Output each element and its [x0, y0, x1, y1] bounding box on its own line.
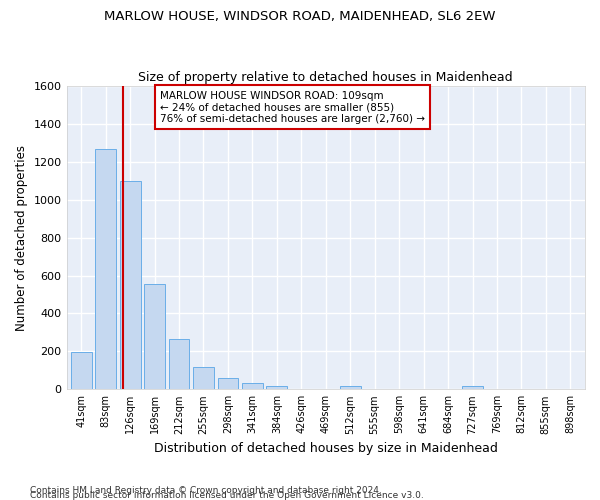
Bar: [340, 386, 361, 390]
Bar: [462, 386, 483, 390]
Bar: [193, 366, 214, 390]
Bar: [218, 378, 238, 390]
Text: MARLOW HOUSE WINDSOR ROAD: 109sqm
← 24% of detached houses are smaller (855)
76%: MARLOW HOUSE WINDSOR ROAD: 109sqm ← 24% …: [160, 90, 425, 124]
Y-axis label: Number of detached properties: Number of detached properties: [15, 144, 28, 330]
Bar: [266, 386, 287, 390]
Text: Contains public sector information licensed under the Open Government Licence v3: Contains public sector information licen…: [30, 490, 424, 500]
Bar: [144, 284, 165, 390]
Text: MARLOW HOUSE, WINDSOR ROAD, MAIDENHEAD, SL6 2EW: MARLOW HOUSE, WINDSOR ROAD, MAIDENHEAD, …: [104, 10, 496, 23]
Bar: [242, 383, 263, 390]
Bar: [95, 148, 116, 390]
Title: Size of property relative to detached houses in Maidenhead: Size of property relative to detached ho…: [139, 70, 513, 84]
X-axis label: Distribution of detached houses by size in Maidenhead: Distribution of detached houses by size …: [154, 442, 498, 455]
Bar: [169, 339, 190, 390]
Bar: [71, 352, 92, 390]
Text: Contains HM Land Registry data © Crown copyright and database right 2024.: Contains HM Land Registry data © Crown c…: [30, 486, 382, 495]
Bar: [120, 181, 140, 390]
